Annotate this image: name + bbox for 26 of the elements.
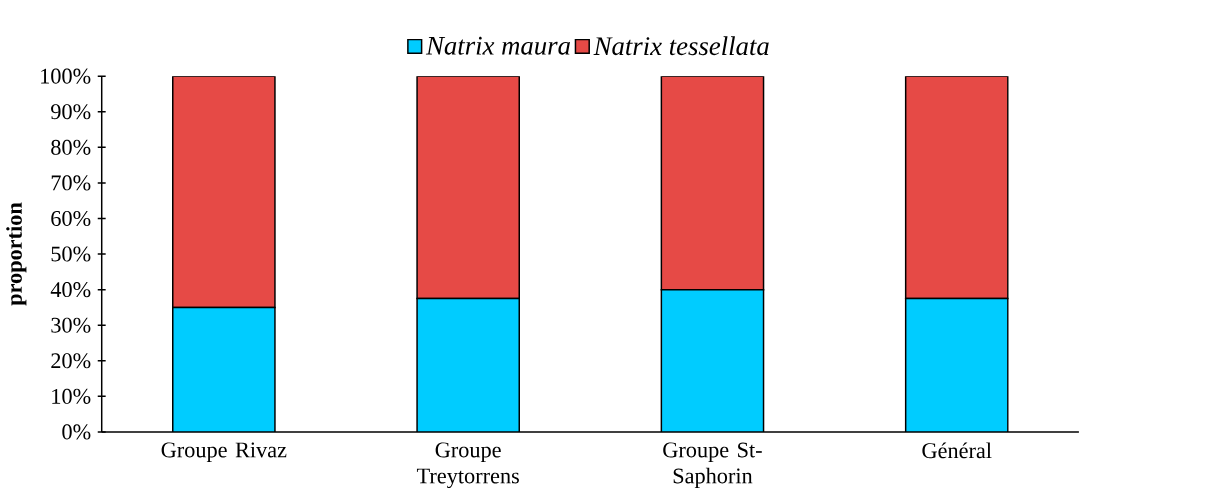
bar xyxy=(172,307,275,433)
x-tick-label: Groupe St-Saphorin xyxy=(663,442,762,489)
bar xyxy=(417,298,520,433)
y-axis-title: proportion xyxy=(6,202,27,306)
bar xyxy=(661,289,764,433)
x-tick-label: Groupe Rivaz xyxy=(161,442,287,463)
y-tick-label: 80% xyxy=(51,139,91,156)
y-tick-label: 10% xyxy=(52,389,91,405)
x-tick-label: Groupe Treytorrens xyxy=(416,442,519,489)
bar xyxy=(172,76,276,309)
y-tick-label: 60% xyxy=(51,211,91,227)
y-tick-label: 20% xyxy=(51,353,91,369)
legend-label: Natrix maura xyxy=(425,37,570,56)
y-tick-label: 50% xyxy=(51,246,91,262)
y-tick-label: 40% xyxy=(50,282,91,298)
y-tick-label: 100% xyxy=(41,68,91,84)
legend-label: Natrix tessellata xyxy=(593,36,769,56)
y-tick-label: 30% xyxy=(51,317,91,333)
bar xyxy=(660,76,765,291)
bar xyxy=(904,76,1009,300)
x-tick-label: Général xyxy=(922,442,992,459)
bar xyxy=(416,76,520,300)
y-tick-label: 90% xyxy=(51,104,91,120)
bar xyxy=(904,298,1009,433)
y-tick-label: 0% xyxy=(62,424,91,440)
y-tick-label: 70% xyxy=(51,175,91,191)
